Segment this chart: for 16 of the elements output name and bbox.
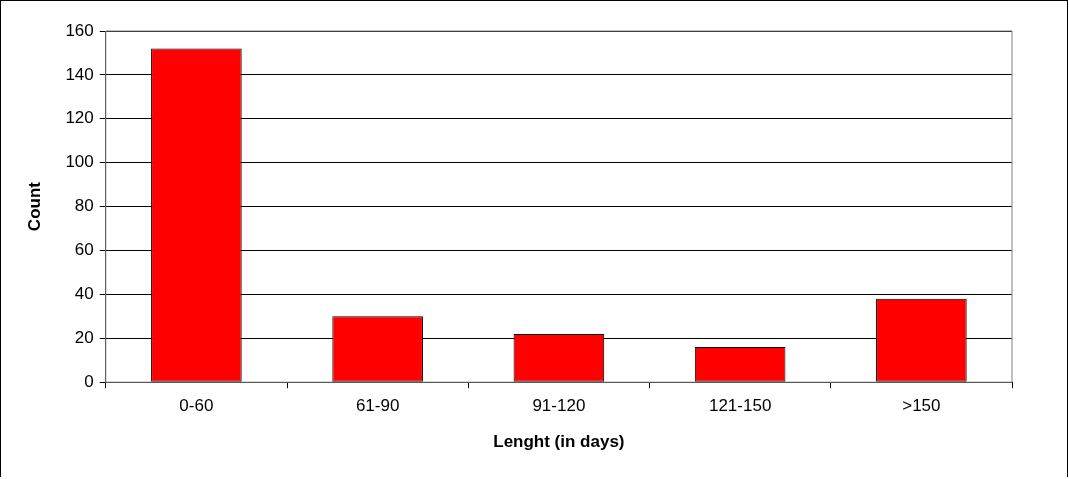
y-axis-title: Count — [24, 181, 44, 232]
y-tick-label: 100 — [65, 152, 94, 172]
y-tick-label: 120 — [65, 108, 94, 128]
x-tick-label: 121-150 — [708, 396, 772, 416]
y-tick-label: 60 — [74, 240, 94, 260]
y-tick-label: 160 — [65, 20, 94, 40]
y-tick-label: 40 — [74, 284, 94, 304]
x-tick-label: 0-60 — [179, 396, 214, 416]
y-tick-label: 140 — [65, 64, 94, 84]
x-axis-title: Lenght (in days) — [493, 432, 625, 452]
y-tick-label: 80 — [74, 196, 94, 216]
y-tick-label: 0 — [84, 371, 94, 391]
x-tick-label: 61-90 — [355, 396, 400, 416]
x-tick-label: >150 — [902, 396, 941, 416]
y-tick-label: 20 — [74, 327, 94, 347]
x-tick-label: 91-120 — [532, 396, 586, 416]
